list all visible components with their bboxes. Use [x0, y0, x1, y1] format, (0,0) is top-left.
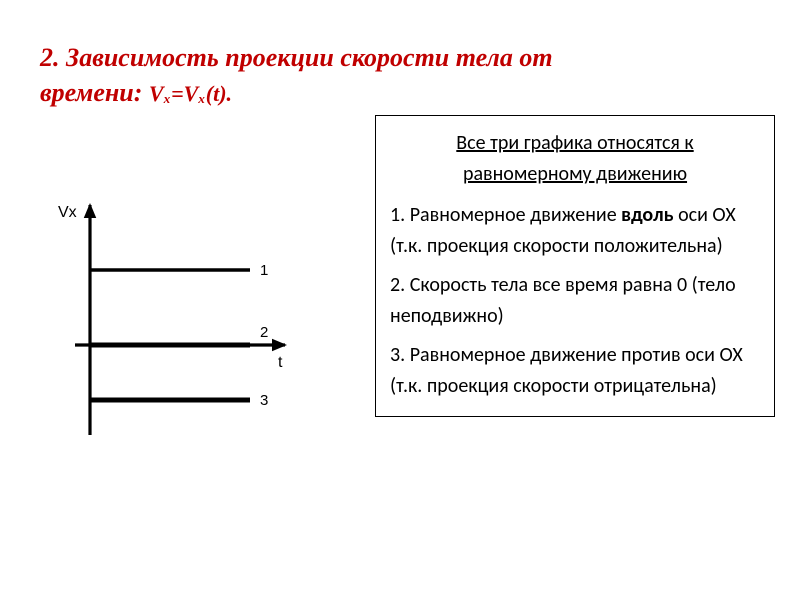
y-axis-arrow — [84, 203, 97, 218]
title-line1: 2. Зависимость проекции скорости тела от — [40, 43, 553, 72]
description-intro: Все три графика относятся к равномерному… — [390, 128, 760, 190]
item-num: 3. — [390, 343, 405, 367]
description-box: Все три графика относятся к равномерному… — [375, 115, 775, 417]
velocity-chart: Vx t 1 2 3 — [50, 195, 340, 455]
description-item-1: 1. Равномерное движение вдоль оси ОХ (т.… — [390, 200, 760, 262]
chart-line-label-2: 2 — [260, 324, 268, 341]
title-formula: Vₓ=Vₓ(t). — [149, 81, 232, 106]
chart-svg: Vx t 1 2 3 — [50, 195, 340, 455]
item-text-before: Скорость тела все время равна 0 (тело не… — [390, 273, 736, 328]
item-num: 2. — [390, 273, 405, 297]
item-text-before: Равномерное движение — [405, 203, 621, 227]
chart-line-label-3: 3 — [260, 392, 268, 409]
x-axis-label: t — [278, 354, 283, 371]
x-axis-arrow — [272, 339, 287, 352]
item-bold: вдоль — [621, 203, 673, 227]
item-text-before: Равномерное движение против оси ОХ (т.к.… — [390, 343, 743, 398]
page-title: 2. Зависимость проекции скорости тела от… — [40, 40, 600, 110]
item-num: 1. — [390, 203, 405, 227]
y-axis-label: Vx — [58, 204, 77, 221]
title-line2-prefix: времени: — [40, 78, 149, 107]
chart-line-label-1: 1 — [260, 262, 268, 279]
description-item-2: 2. Скорость тела все время равна 0 (тело… — [390, 270, 760, 332]
description-item-3: 3. Равномерное движение против оси ОХ (т… — [390, 340, 760, 402]
